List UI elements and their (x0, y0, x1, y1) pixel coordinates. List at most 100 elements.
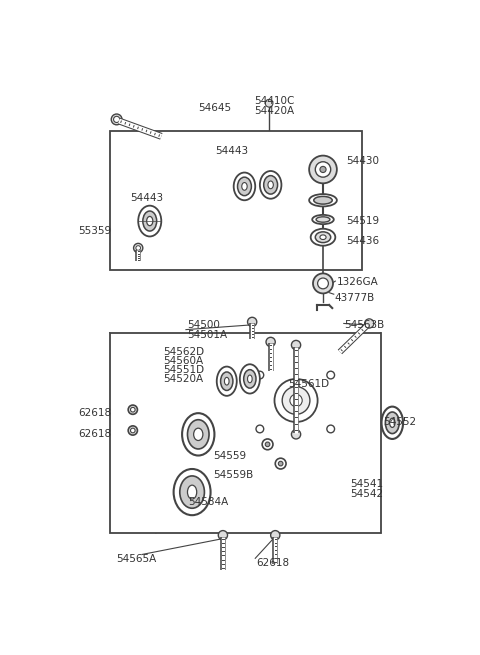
Ellipse shape (312, 215, 334, 224)
Text: 54584A: 54584A (188, 496, 228, 507)
Text: 62618: 62618 (78, 429, 111, 439)
Ellipse shape (242, 183, 247, 190)
Polygon shape (150, 217, 184, 258)
Polygon shape (173, 416, 246, 456)
Circle shape (327, 371, 335, 379)
Circle shape (262, 439, 273, 450)
Polygon shape (169, 362, 246, 439)
Ellipse shape (268, 181, 273, 189)
Text: 62618: 62618 (256, 557, 289, 567)
Text: 54560A: 54560A (163, 356, 203, 365)
Circle shape (309, 156, 337, 183)
Text: 54436: 54436 (346, 236, 379, 246)
Circle shape (265, 442, 270, 447)
Ellipse shape (193, 428, 203, 441)
Text: 54559B: 54559B (214, 470, 254, 479)
Text: 62618: 62618 (78, 408, 111, 418)
Circle shape (114, 117, 120, 122)
Ellipse shape (147, 216, 153, 226)
Text: 54443: 54443 (215, 145, 248, 156)
Ellipse shape (309, 194, 337, 206)
Ellipse shape (311, 229, 336, 246)
Text: 54420A: 54420A (254, 105, 294, 115)
Circle shape (111, 114, 122, 125)
Text: 54519: 54519 (346, 215, 379, 226)
Circle shape (131, 428, 135, 433)
Circle shape (291, 341, 300, 350)
Text: 1326GA: 1326GA (337, 277, 379, 288)
Ellipse shape (238, 177, 252, 196)
Ellipse shape (248, 375, 252, 383)
Bar (110, 131, 361, 270)
Text: 54645: 54645 (198, 103, 231, 113)
Circle shape (313, 273, 333, 293)
Circle shape (265, 100, 273, 107)
Text: 54501A: 54501A (187, 329, 227, 340)
Polygon shape (342, 402, 377, 450)
Circle shape (365, 319, 374, 328)
Text: 54563B: 54563B (345, 320, 385, 329)
Circle shape (315, 162, 331, 177)
Ellipse shape (188, 485, 197, 499)
Text: 54541: 54541 (350, 479, 383, 489)
Circle shape (275, 458, 286, 469)
Circle shape (318, 278, 328, 289)
Text: 54561D: 54561D (288, 379, 329, 389)
Circle shape (271, 531, 280, 540)
Ellipse shape (225, 377, 229, 385)
Text: 54559: 54559 (214, 451, 247, 460)
Ellipse shape (138, 206, 161, 236)
Circle shape (128, 405, 137, 415)
Text: 54500: 54500 (187, 320, 219, 329)
Ellipse shape (234, 172, 255, 200)
Circle shape (136, 246, 141, 250)
Text: 54551D: 54551D (163, 365, 204, 375)
Circle shape (290, 394, 302, 407)
Ellipse shape (320, 235, 326, 240)
Text: 54520A: 54520A (163, 374, 203, 384)
Ellipse shape (314, 196, 332, 204)
Ellipse shape (217, 367, 237, 396)
Circle shape (282, 386, 310, 415)
Ellipse shape (315, 232, 331, 242)
Ellipse shape (264, 176, 277, 194)
Circle shape (327, 425, 335, 433)
Text: 54542: 54542 (350, 489, 383, 499)
Text: 54562D: 54562D (163, 346, 204, 356)
Circle shape (218, 531, 228, 540)
Text: 54410C: 54410C (254, 96, 294, 105)
Circle shape (266, 337, 275, 346)
Circle shape (248, 317, 257, 327)
Ellipse shape (385, 412, 399, 434)
Ellipse shape (221, 372, 233, 390)
Polygon shape (237, 356, 350, 444)
Circle shape (133, 244, 143, 253)
Text: 54552: 54552 (383, 417, 416, 428)
Polygon shape (180, 176, 331, 229)
Ellipse shape (382, 407, 403, 439)
Ellipse shape (174, 469, 211, 515)
Circle shape (256, 371, 264, 379)
Circle shape (128, 426, 137, 435)
Circle shape (256, 425, 264, 433)
Ellipse shape (143, 211, 156, 231)
Ellipse shape (260, 171, 281, 198)
Circle shape (275, 379, 318, 422)
Circle shape (278, 461, 283, 466)
Text: 54565A: 54565A (117, 553, 157, 564)
Circle shape (291, 430, 300, 439)
Polygon shape (329, 193, 338, 221)
Ellipse shape (240, 364, 260, 394)
Bar (110, 333, 381, 533)
Ellipse shape (244, 369, 256, 388)
Ellipse shape (180, 476, 204, 508)
Text: 55359: 55359 (78, 227, 111, 236)
Ellipse shape (390, 418, 395, 428)
Circle shape (320, 166, 326, 172)
Text: 54430: 54430 (346, 156, 379, 166)
Ellipse shape (316, 217, 330, 222)
Text: 54443: 54443 (131, 193, 164, 202)
Circle shape (131, 407, 135, 412)
Text: 43777B: 43777B (335, 293, 375, 303)
Ellipse shape (188, 420, 209, 449)
